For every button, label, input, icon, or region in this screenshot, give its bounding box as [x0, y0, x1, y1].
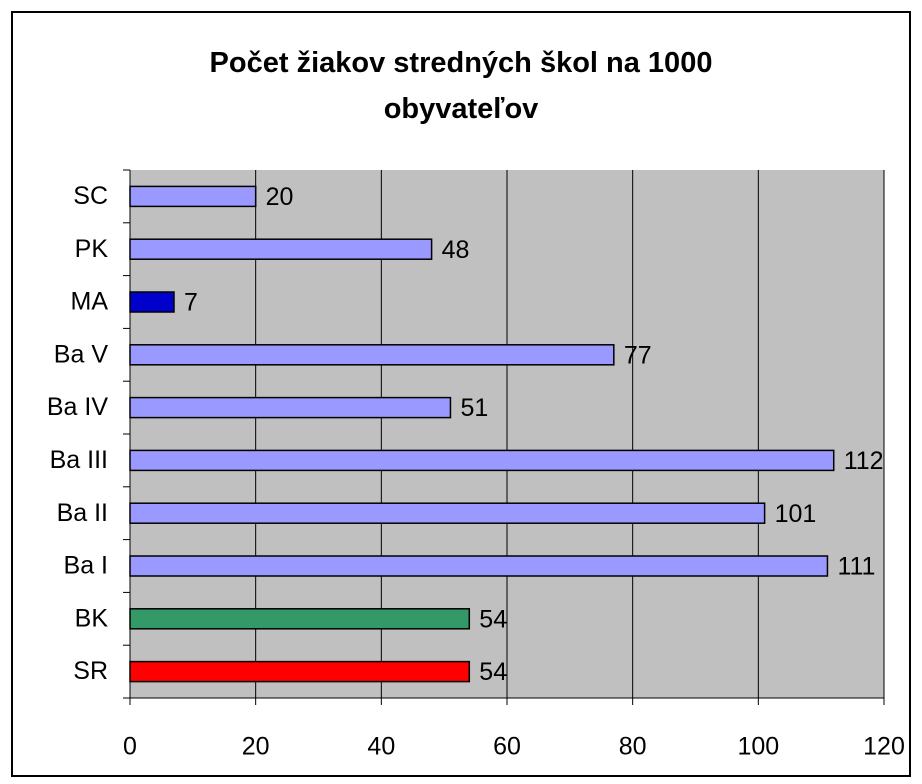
bar [129, 238, 433, 260]
data-label: 54 [479, 605, 507, 633]
bar [129, 608, 471, 630]
bar [129, 344, 615, 366]
x-tick-label: 120 [863, 733, 905, 761]
y-tick-label: SR [73, 657, 108, 685]
bar [129, 396, 452, 419]
bar [129, 660, 471, 683]
data-label: 7 [184, 289, 198, 317]
y-tick-label: MA [71, 288, 109, 316]
data-label: 101 [775, 500, 817, 528]
data-label: 20 [266, 183, 294, 211]
x-tick-label: 0 [123, 733, 137, 761]
y-tick-label: Ba II [57, 499, 108, 527]
bar [129, 449, 835, 472]
y-tick-label: BK [75, 604, 109, 632]
chart-title: Počet žiakov stredných škol na 1000 obyv… [209, 47, 713, 125]
data-label: 54 [479, 658, 507, 686]
y-tick-label: Ba IV [47, 393, 108, 421]
x-tick-label: 20 [242, 733, 270, 761]
data-label: 77 [624, 341, 652, 369]
bar [129, 502, 766, 524]
y-tick-label: Ba I [64, 552, 108, 580]
x-tick-label: 100 [737, 733, 779, 761]
data-label: 112 [844, 447, 884, 475]
bar [129, 291, 175, 313]
data-label: 111 [837, 553, 875, 581]
y-tick-label: Ba III [50, 446, 108, 474]
x-tick-label: 40 [367, 733, 395, 761]
x-tick-label: 80 [619, 733, 647, 761]
y-tick-label: PK [75, 235, 109, 263]
data-label: 48 [442, 236, 470, 264]
y-tick-label: SC [73, 182, 108, 210]
y-tick-label: Ba V [54, 340, 109, 368]
data-label: 51 [460, 394, 488, 422]
bar [129, 555, 829, 577]
x-tick-label: 60 [493, 733, 521, 761]
bar [129, 185, 257, 208]
